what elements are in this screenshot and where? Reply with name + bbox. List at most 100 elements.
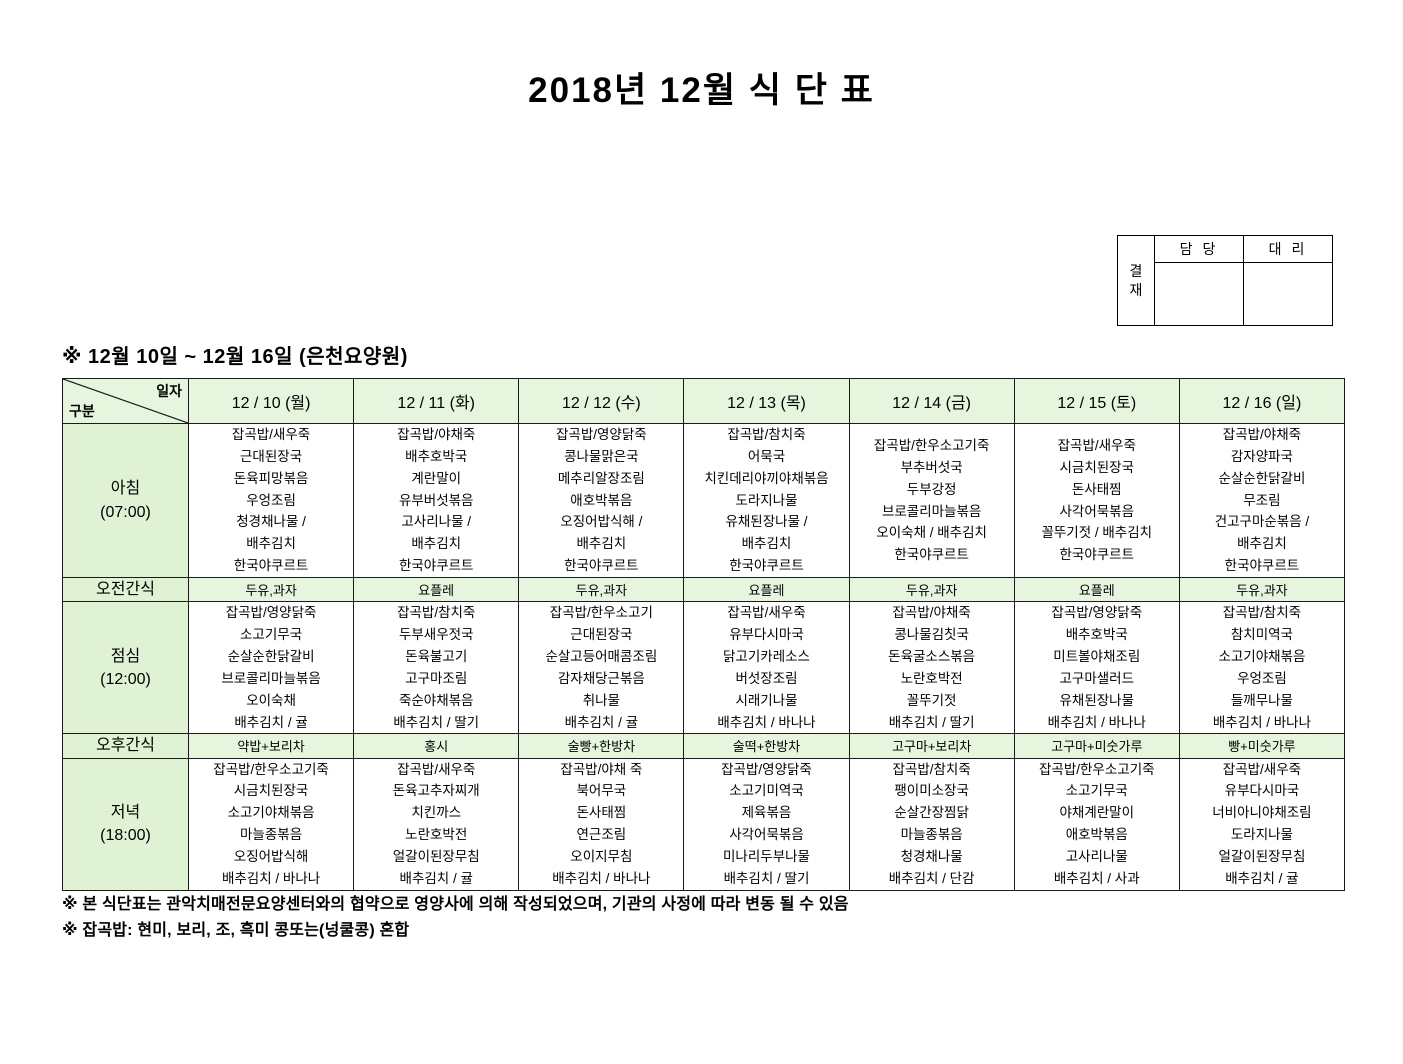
- menu-item: 고사리나물: [1065, 848, 1128, 864]
- header-row: 일자 구분 12 / 10 (월) 12 / 11 (화) 12 / 12 (수) 1…: [62, 378, 1346, 424]
- approval-label-line1: 결: [1129, 262, 1143, 279]
- approval-label-line2: 재: [1129, 281, 1143, 298]
- menu-item: 고구마+미숫가루: [1051, 739, 1143, 755]
- menu-item: 배추김치: [246, 536, 296, 552]
- menu-item: 오이지무침: [570, 848, 633, 864]
- date-header-1: 12 / 10 (월): [187, 378, 355, 424]
- menu-item: 배추김치 / 바나나: [1212, 714, 1312, 730]
- menu-item: 시래기나물: [735, 692, 798, 708]
- menu-table-body: 아침 (07:00) 잡곡밥/새우죽 근대된장국 돈육피망볶음 우엉조림 청경채나물 / 배추…: [62, 422, 1346, 891]
- menu-item: 얼갈이된장무침: [1218, 848, 1306, 864]
- menu-item: 두유,과자: [1236, 583, 1288, 599]
- menu-item: 도라지나물: [735, 492, 798, 508]
- corner-header-cell: 일자 구분: [62, 378, 189, 424]
- approval-column-manager: 담 당: [1154, 235, 1244, 263]
- menu-item: 치킨까스: [411, 805, 462, 821]
- corner-date-label: 일자: [156, 383, 182, 399]
- menu-item: 순살순한닭갈비: [1218, 470, 1306, 486]
- row-label-name: 점심: [110, 647, 141, 665]
- menu-item: 부추버섯국: [900, 459, 963, 475]
- approval-signature-deputy[interactable]: [1243, 262, 1333, 326]
- menu-item: 순살간장찜닭: [894, 805, 969, 821]
- menu-item: 두유,과자: [575, 583, 628, 599]
- snack-cell-4-2: 홍시: [353, 733, 520, 759]
- menu-item: 잡곡밥/야채죽: [1222, 427, 1302, 442]
- menu-item: 얼갈이된장무침: [392, 848, 480, 864]
- menu-item: 배추김치 / 바나나: [1047, 714, 1146, 730]
- menu-item: 어묵국: [747, 448, 786, 464]
- menu-item: 잡곡밥/새우죽: [1057, 437, 1136, 453]
- date-header-6: 12 / 15 (토): [1013, 378, 1180, 424]
- menu-item: 야채계란말이: [1059, 805, 1135, 821]
- row-label-time: (07:00): [100, 503, 151, 521]
- snack-cell-2-1: 두유,과자: [187, 577, 355, 603]
- menu-row-점심: 점심 (12:00) 잡곡밥/영양닭죽 소고기무국 순살순한닭갈비 브로콜리마늘볶음 오이숙…: [62, 601, 1346, 735]
- menu-item: 유채된장나물 /: [725, 514, 808, 530]
- menu-item: 도라지나물: [1230, 827, 1293, 843]
- row-label-2: 오전간식: [62, 577, 189, 603]
- approval-signature-manager[interactable]: [1154, 262, 1244, 326]
- menu-item: 두부새우젓국: [398, 627, 474, 643]
- menu-item: 마늘종볶음: [900, 827, 963, 843]
- meal-cell-1-2: 잡곡밥/야채죽 배추호박국 계란말이 유부버섯볶음 고사리나물 / 배추김치 한국야쿠르트: [353, 422, 520, 579]
- row-label-4: 오후간식: [62, 733, 189, 759]
- meal-cell-3-2: 잡곡밥/참치죽 두부새우젓국 돈육불고기 고구마조림 죽순야채볶음 배추김치 / 딸기: [353, 601, 520, 735]
- row-label-time: (12:00): [100, 670, 151, 688]
- menu-item: 한국야쿠르트: [1059, 547, 1135, 563]
- meal-cell-5-4: 잡곡밥/영양닭죽 소고기미역국 제육볶음 사각어묵볶음 미나리두부나물 배추김치 / 딸기: [683, 757, 850, 891]
- menu-item: 배추호박국: [405, 448, 468, 464]
- menu-item: 배추김치 / 딸기: [723, 870, 810, 886]
- date-header-5: 12 / 14 (금): [848, 378, 1015, 424]
- menu-item: 북어무국: [576, 783, 627, 799]
- menu-item: 잡곡밥/야채 죽: [560, 761, 643, 777]
- meal-cell-1-3: 잡곡밥/영양닭죽 콩나물맑은국 메추리알장조림 애호박볶음 오징어밥식해 / 배추김치 한국…: [518, 422, 685, 579]
- snack-cell-4-7: 빵+미숫가루: [1178, 733, 1346, 759]
- menu-item: 한국야쿠르트: [233, 558, 309, 574]
- menu-item: 고구마조림: [405, 670, 468, 686]
- menu-item: 소고기무국: [240, 627, 303, 643]
- menu-item: 한국야쿠르트: [894, 547, 969, 563]
- menu-item: 팽이미소장국: [894, 783, 969, 799]
- menu-item: 유부다시마국: [1224, 783, 1300, 799]
- menu-item: 돈육고추자찌개: [392, 783, 480, 799]
- row-label-name: 아침: [110, 480, 141, 498]
- menu-item: 오징어밥식해: [233, 848, 309, 864]
- menu-item: 취나물: [582, 692, 620, 708]
- menu-item: 감자채당근볶음: [557, 670, 645, 686]
- menu-item: 돈육굴소스볶음: [888, 648, 976, 664]
- menu-item: 술빵+한방차: [567, 739, 636, 755]
- menu-item: 닭고기카레소스: [723, 648, 810, 664]
- corner-kind-label: 구분: [69, 403, 95, 419]
- menu-item: 한국야쿠르트: [398, 558, 474, 574]
- menu-item: 유부버섯볶음: [398, 492, 474, 508]
- approval-table: 결 재 담 당 대 리: [1117, 235, 1333, 326]
- menu-item: 잡곡밥/영양닭죽: [1051, 605, 1143, 621]
- menu-item: 근대된장국: [570, 627, 633, 643]
- snack-cell-2-6: 요플레: [1013, 577, 1180, 603]
- menu-item: 참치미역국: [1230, 627, 1293, 643]
- menu-item: 미트볼야채조림: [1053, 648, 1141, 664]
- menu-item: 배추김치: [576, 536, 627, 552]
- menu-item: 치킨데리야끼야채볶음: [704, 470, 829, 486]
- menu-item: 배추김치 / 딸기: [393, 714, 480, 730]
- menu-table: 일자 구분 12 / 10 (월) 12 / 11 (화) 12 / 12 (수) 1…: [62, 378, 1346, 891]
- menu-item: 잡곡밥/참치죽: [727, 427, 806, 442]
- menu-item: 배추김치 / 귤: [1225, 870, 1299, 886]
- menu-row-오후간식: 오후간식 약밥+보리차 홍시 술빵+한방차 술떡+한방차 고구마+보리차 고구마+미숫가루 빵…: [62, 733, 1346, 759]
- menu-item: 잡곡밥/새우죽: [397, 761, 476, 777]
- menu-item: 배추김치: [1237, 536, 1287, 552]
- meal-cell-1-5: 잡곡밥/한우소고기죽 부추버섯국 두부강정 브로콜리마늘볶음 오이숙채 / 배추김치 한국…: [848, 422, 1015, 579]
- date-header-2: 12 / 11 (화): [353, 378, 520, 424]
- snack-cell-4-1: 약밥+보리차: [187, 733, 355, 759]
- menu-item: 잡곡밥/야채죽: [397, 427, 476, 442]
- menu-item: 잡곡밥/새우죽: [727, 605, 806, 621]
- menu-item: 배추김치 / 귤: [399, 870, 473, 886]
- menu-item: 돈육불고기: [405, 648, 468, 664]
- menu-item: 배추김치 / 바나나: [221, 870, 321, 886]
- menu-item: 계란말이: [411, 470, 462, 486]
- menu-item: 배추김치: [741, 536, 792, 552]
- menu-item: 마늘종볶음: [240, 827, 303, 843]
- menu-item: 한국야쿠르트: [564, 558, 639, 574]
- snack-cell-2-4: 요플레: [683, 577, 850, 603]
- snack-cell-4-6: 고구마+미숫가루: [1013, 733, 1180, 759]
